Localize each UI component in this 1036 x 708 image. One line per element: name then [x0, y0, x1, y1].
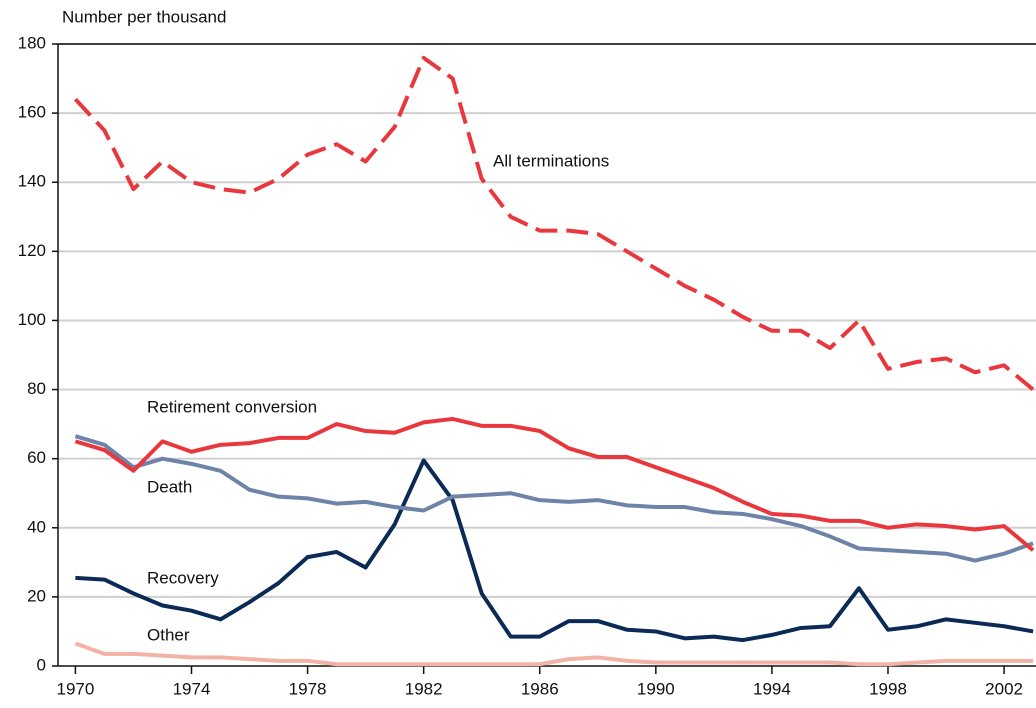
- y-tick-label: 40: [27, 517, 46, 536]
- x-tick-label: 1978: [289, 679, 327, 698]
- series-label: Death: [147, 477, 192, 496]
- y-tick-label: 80: [27, 379, 46, 398]
- series-label: Recovery: [147, 568, 219, 587]
- y-tick-label: 100: [18, 310, 46, 329]
- y-tick-label: 0: [37, 655, 46, 674]
- x-tick-label: 1974: [173, 679, 211, 698]
- y-tick-label: 60: [27, 448, 46, 467]
- series-line: [75, 458, 1034, 643]
- x-tick-label: 1994: [753, 679, 791, 698]
- y-tick-label: 20: [27, 586, 46, 605]
- series-line: [74, 641, 1034, 667]
- series-line: [73, 55, 1035, 392]
- x-tick-label: 2002: [985, 679, 1023, 698]
- series-line: [74, 416, 1035, 552]
- y-tick-label: 180: [18, 33, 46, 52]
- x-tick-label: 1986: [521, 679, 559, 698]
- series-line: [74, 434, 1034, 563]
- x-tick-label: 1990: [637, 679, 675, 698]
- x-tick-label: 1998: [869, 679, 907, 698]
- x-tick-label: 1982: [405, 679, 443, 698]
- series-label: All terminations: [493, 151, 609, 170]
- series-label: Retirement conversion: [147, 397, 317, 416]
- y-tick-label: 140: [18, 172, 46, 191]
- y-axis-label: Number per thousand: [62, 7, 226, 26]
- y-tick-label: 120: [18, 241, 46, 260]
- x-tick-label: 1970: [56, 679, 94, 698]
- y-tick-label: 160: [18, 103, 46, 122]
- series-label: Other: [147, 625, 190, 644]
